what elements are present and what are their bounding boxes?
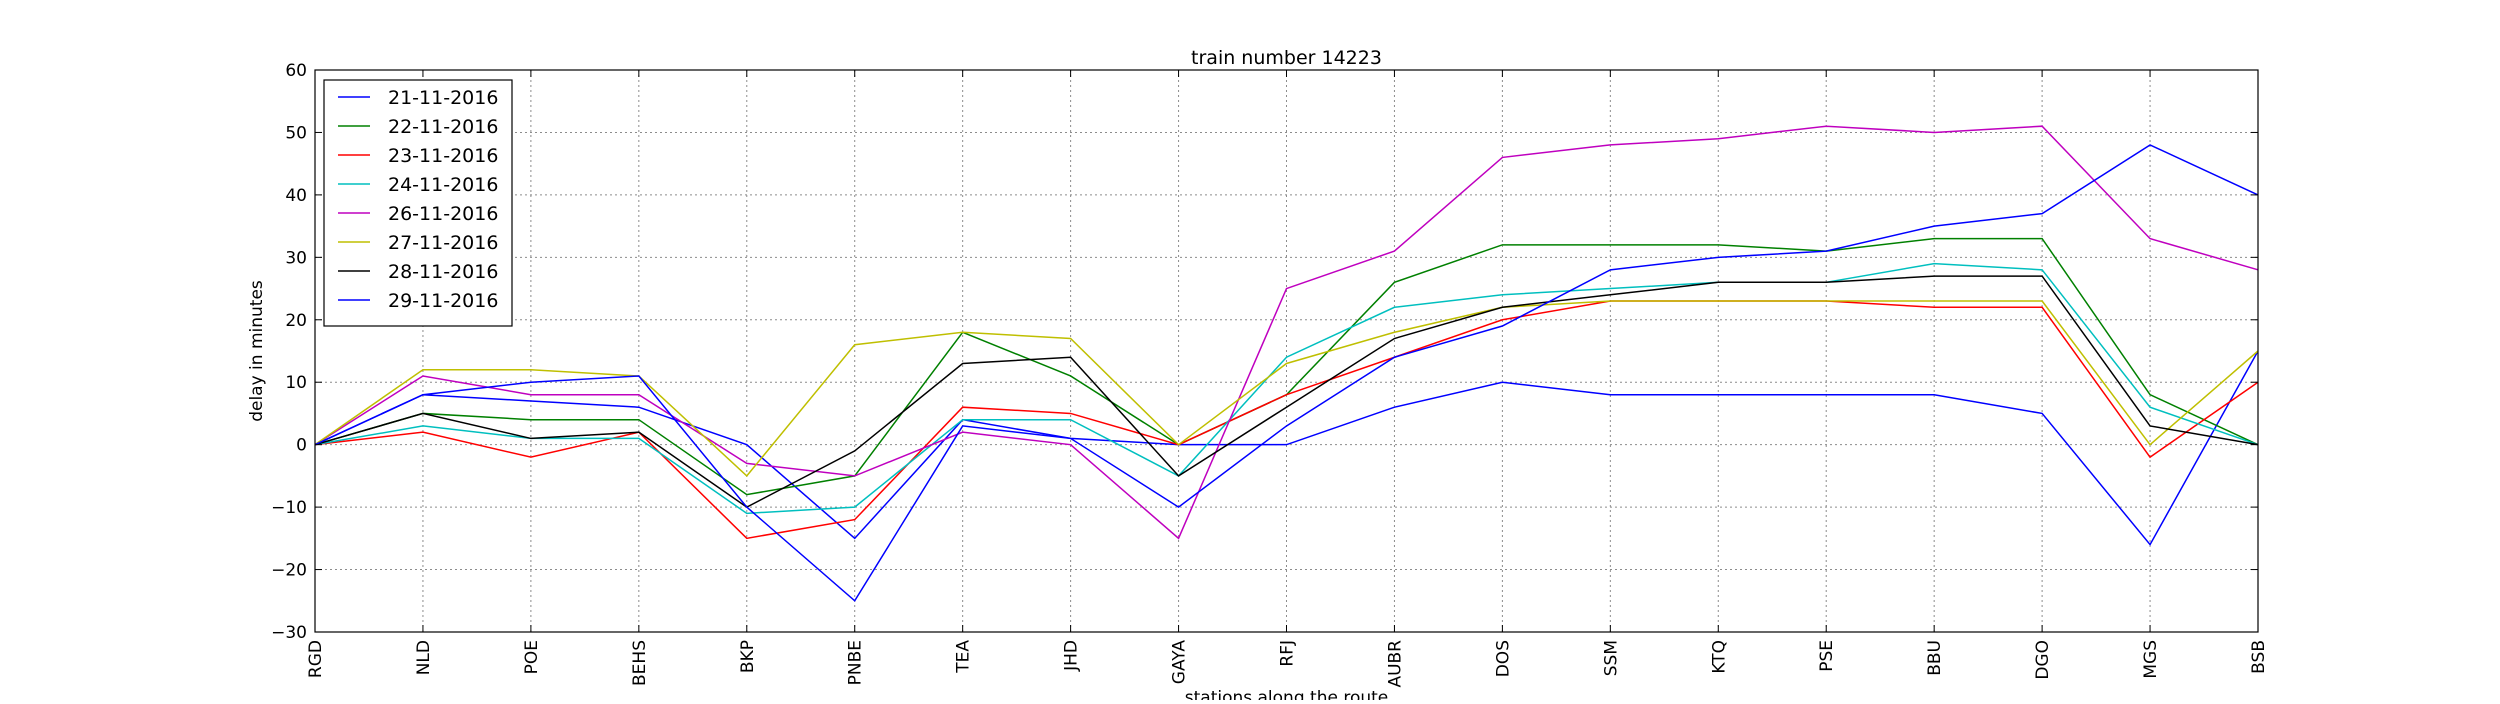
x-tick-label: BSB <box>2249 640 2269 674</box>
x-tick-label: BEHS <box>630 640 650 686</box>
y-tick-label: 0 <box>296 436 307 456</box>
y-tick-label: 10 <box>285 373 307 393</box>
x-tick-label: PNBE <box>846 640 866 685</box>
series-line <box>314 350 2259 546</box>
x-tick-label: POE <box>522 640 542 674</box>
series-line <box>314 125 2259 540</box>
legend-entry-label: 26-11-2016 <box>388 203 498 225</box>
y-tick-label: 40 <box>285 186 307 206</box>
y-tick-label: 30 <box>285 248 307 268</box>
legend-entry-label: 28-11-2016 <box>388 261 498 283</box>
legend-frame <box>323 79 513 327</box>
y-tick-label: 50 <box>285 123 307 143</box>
y-axis-label: delay in minutes <box>247 280 267 422</box>
x-tick-label: MGS <box>2141 640 2161 679</box>
x-tick-label: RGD <box>306 640 326 678</box>
series-line <box>314 144 2259 602</box>
y-tick-label: 60 <box>285 61 307 81</box>
x-axis-ticks: RGD NLD POE BEHS BKP PNBE TEA JHD GAYA RFJ AUBR DOS… <box>306 70 2269 688</box>
y-tick-label: −20 <box>271 561 307 581</box>
x-tick-label: RFJ <box>1278 640 1298 667</box>
chart-title: train number 14223 <box>1191 47 1382 69</box>
legend: 21-11-2016 22-11-2016 23-11-2016 24-11-2016… <box>323 79 513 327</box>
y-tick-label: −30 <box>271 623 307 643</box>
x-tick-label: BKP <box>738 640 758 673</box>
x-tick-label: GAYA <box>1170 640 1190 685</box>
x-tick-label: SSM <box>1601 640 1621 676</box>
x-axis-label: stations along the route <box>1185 688 1389 700</box>
legend-entry-label: 22-11-2016 <box>388 116 498 138</box>
x-tick-label: NLD <box>414 640 434 675</box>
x-tick-label: BBU <box>1925 640 1945 676</box>
x-tick-label: DGO <box>2033 640 2053 680</box>
x-tick-label: AUBR <box>1385 640 1405 688</box>
legend-entry-label: 21-11-2016 <box>388 87 498 109</box>
legend-entry-label: 24-11-2016 <box>388 174 498 196</box>
x-tick-label: TEA <box>954 640 974 674</box>
legend-entry-label: 29-11-2016 <box>388 290 498 312</box>
x-tick-label: PSE <box>1817 640 1837 672</box>
legend-entry-label: 23-11-2016 <box>388 145 498 167</box>
y-tick-label: −10 <box>271 498 307 518</box>
x-tick-label: JHD <box>1062 640 1082 672</box>
legend-entry-label: 27-11-2016 <box>388 232 498 254</box>
series-line <box>314 275 2259 508</box>
y-axis-ticks: −30 −20 −10 0 10 20 30 40 50 60 <box>271 61 2258 643</box>
x-tick-label: DOS <box>1493 640 1513 677</box>
series-line <box>314 262 2259 515</box>
series-lines <box>314 125 2259 602</box>
x-tick-label: KTQ <box>1709 640 1729 674</box>
y-tick-label: 20 <box>285 311 307 331</box>
